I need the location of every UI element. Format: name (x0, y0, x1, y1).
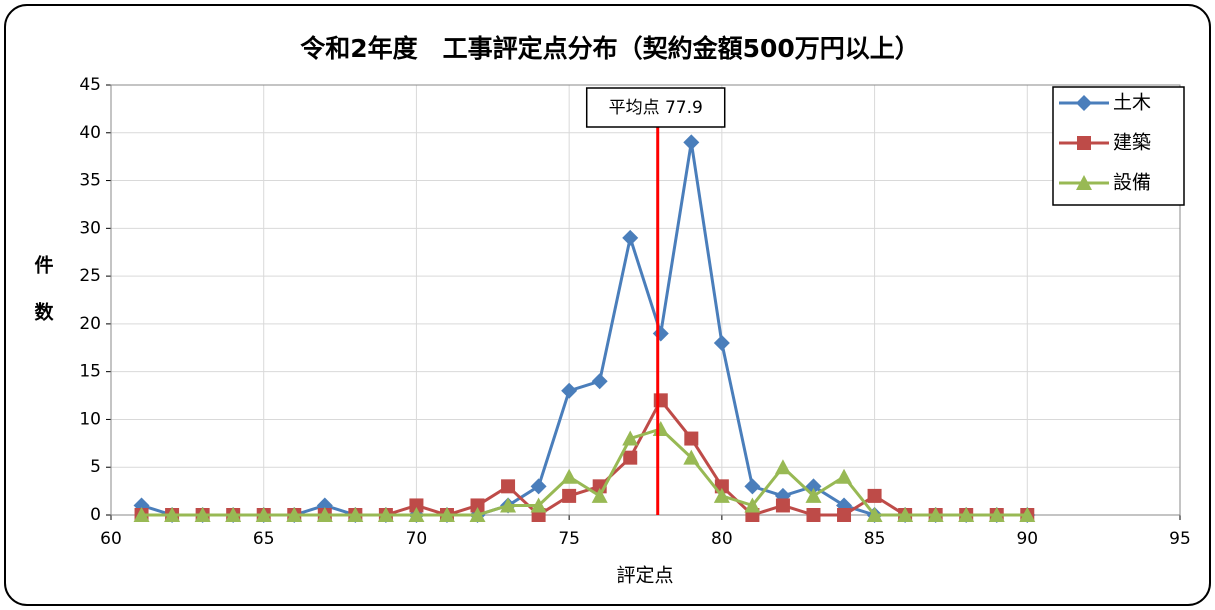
marker (623, 450, 638, 465)
marker (470, 498, 485, 513)
x-tick-label: 70 (406, 529, 428, 549)
marker (836, 468, 853, 484)
x-tick-label: 60 (100, 529, 122, 549)
chart-title: 令和2年度 工事評定点分布（契約金額500万円以上） (300, 34, 920, 63)
marker (805, 487, 822, 503)
marker (286, 507, 303, 522)
marker (561, 468, 578, 484)
marker (194, 507, 211, 522)
marker (133, 507, 150, 522)
legend-label: 建築 (1113, 132, 1151, 154)
annotation-box (585, 87, 726, 128)
marker (683, 449, 700, 465)
y-tick-label: 15 (79, 362, 101, 382)
marker (591, 487, 608, 503)
marker (530, 478, 547, 495)
y-axis-label: 件数 (32, 254, 54, 349)
marker (591, 373, 608, 390)
legend-box (1052, 86, 1185, 206)
marker (775, 498, 790, 513)
y-tick-label: 0 (90, 505, 101, 525)
plot-area (110, 84, 1181, 516)
marker (653, 393, 668, 408)
marker (1077, 136, 1091, 150)
y-tick-label: 20 (79, 314, 101, 334)
marker (958, 507, 975, 522)
marker (562, 488, 577, 503)
marker (530, 497, 547, 513)
marker (683, 134, 700, 151)
marker (867, 488, 882, 503)
x-tick-label: 75 (558, 529, 580, 549)
marker (713, 487, 730, 503)
marker (897, 507, 914, 522)
marker (408, 507, 425, 522)
marker (377, 507, 394, 522)
x-tick-label: 95 (1169, 529, 1191, 549)
marker (713, 335, 730, 351)
marker (1019, 507, 1036, 522)
marker (806, 508, 821, 522)
marker (500, 497, 517, 513)
y-tick-label: 25 (79, 266, 101, 286)
x-tick-label: 65 (253, 529, 275, 549)
marker (409, 498, 424, 513)
marker (1076, 95, 1092, 111)
y-tick-label: 5 (90, 457, 101, 477)
marker (927, 507, 944, 522)
marker (866, 507, 883, 522)
marker (316, 507, 333, 522)
marker (438, 507, 455, 522)
marker (774, 459, 791, 475)
annotation: 平均点 77.9 (609, 98, 703, 118)
legend-label: 土木 (1113, 92, 1151, 114)
marker (501, 479, 516, 494)
series-line (141, 427, 1028, 517)
y-tick-label: 40 (79, 123, 101, 143)
marker (837, 508, 852, 522)
marker (347, 507, 364, 522)
legend-label: 設備 (1113, 172, 1151, 194)
marker (164, 507, 181, 522)
marker (469, 507, 486, 522)
marker (225, 507, 242, 522)
marker (744, 478, 761, 495)
marker (988, 507, 1005, 522)
marker (622, 229, 639, 246)
y-tick-label: 35 (79, 171, 101, 191)
y-tick-label: 45 (79, 75, 101, 95)
marker (744, 497, 761, 513)
x-tick-label: 80 (711, 529, 733, 549)
marker (622, 430, 639, 446)
marker (684, 431, 699, 446)
marker (561, 382, 578, 399)
x-axis-label: 評定点 (616, 565, 673, 587)
y-tick-label: 10 (79, 409, 101, 429)
chart-frame (4, 4, 1211, 606)
y-tick-label: 30 (79, 218, 101, 238)
marker (1076, 175, 1092, 190)
x-tick-label: 85 (864, 529, 886, 549)
marker (255, 507, 272, 522)
x-tick-label: 90 (1016, 529, 1038, 549)
